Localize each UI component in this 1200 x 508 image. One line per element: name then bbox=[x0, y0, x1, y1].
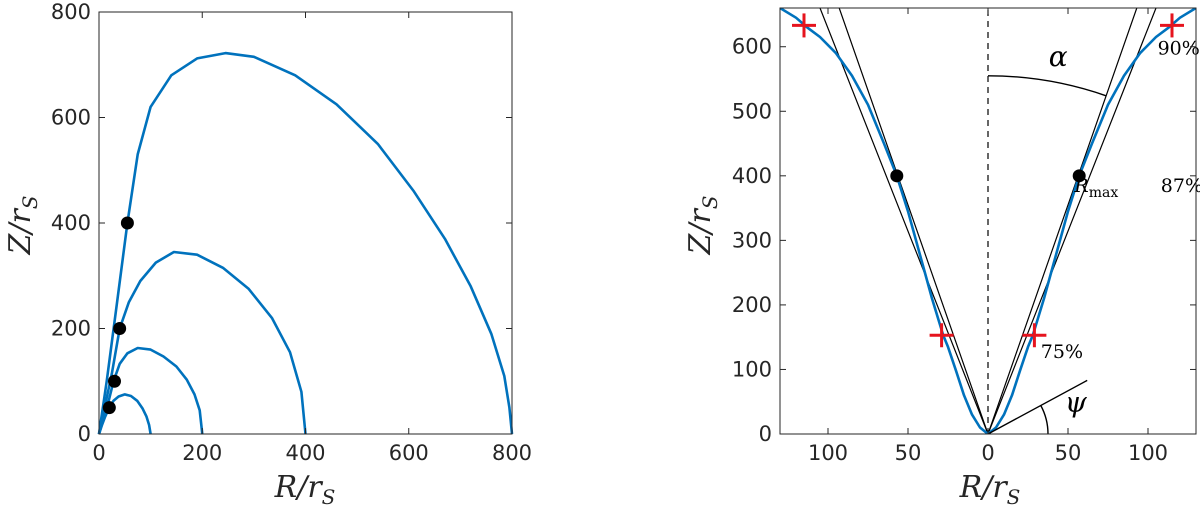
annotation-label: 87% bbox=[1161, 175, 1200, 197]
right-ytick-label: 400 bbox=[732, 164, 772, 188]
reference-line bbox=[987, 8, 1157, 434]
left-x-axis-label: R/rS bbox=[274, 470, 336, 508]
left-ytick-label: 0 bbox=[78, 422, 91, 446]
right-ytick-label: 0 bbox=[759, 422, 772, 446]
annotation-text: R bbox=[1073, 175, 1088, 197]
left-axes-box bbox=[98, 11, 513, 435]
left-series-3 bbox=[97, 250, 307, 435]
left-marker-dot bbox=[120, 216, 134, 230]
right-series-funnel bbox=[780, 8, 1196, 434]
psi-line bbox=[987, 379, 1088, 434]
right-y-axis-label: Z/rS bbox=[683, 196, 722, 256]
right-xtick-label: 50 bbox=[1055, 441, 1082, 465]
left-xtick-label: 800 bbox=[492, 441, 532, 465]
right-ytick-label: 100 bbox=[732, 357, 772, 381]
right-ytick-label: 600 bbox=[732, 35, 772, 59]
right-plot-area bbox=[780, 8, 1196, 434]
right-y-axis-label-sub: S bbox=[698, 196, 722, 210]
psi-arc bbox=[1040, 405, 1049, 434]
reference-line bbox=[819, 8, 989, 434]
left-x-axis-label-main: R/r bbox=[274, 470, 324, 505]
left-xtick-label: 200 bbox=[182, 441, 222, 465]
annotation-label: 75% bbox=[1041, 341, 1083, 363]
right-x-axis-label-sub: S bbox=[1007, 485, 1021, 508]
annotation-sub: max bbox=[1089, 185, 1119, 201]
annotation-text: 87% bbox=[1161, 175, 1200, 197]
left-marker-dot bbox=[107, 374, 121, 388]
right-xtick-label: 50 bbox=[895, 441, 922, 465]
left-xtick-label: 400 bbox=[285, 441, 325, 465]
left-x-axis-label-sub: S bbox=[322, 485, 336, 508]
annotation-text: 90% bbox=[1158, 37, 1200, 59]
right-marker-dot bbox=[1072, 169, 1086, 183]
left-ytick-label: 600 bbox=[51, 106, 91, 130]
alpha-arc bbox=[987, 75, 1107, 97]
psi-label: ψ bbox=[1065, 385, 1088, 418]
right-x-axis-label-main: R/r bbox=[959, 470, 1009, 505]
left-marker-dot bbox=[113, 322, 127, 335]
left-y-axis-label-sub: S bbox=[18, 196, 42, 210]
right-y-axis-label-main: Z/r bbox=[683, 208, 718, 256]
annotation-text: α bbox=[1049, 40, 1068, 73]
left-y-axis-label: Z/rS bbox=[3, 196, 42, 256]
right-xtick-label: 100 bbox=[1128, 441, 1168, 465]
right-xtick-label: 100 bbox=[808, 441, 848, 465]
reference-line bbox=[838, 8, 989, 434]
left-xtick-label: 600 bbox=[389, 441, 429, 465]
left-xtick-label: 0 bbox=[92, 441, 105, 465]
annotation-label: 90% bbox=[1158, 37, 1200, 59]
alpha-label: α bbox=[1049, 40, 1068, 73]
right-ytick-label: 200 bbox=[732, 293, 772, 317]
left-ytick-label: 200 bbox=[51, 317, 91, 341]
right-ytick-label: 300 bbox=[732, 228, 772, 252]
right-xtick-label: 0 bbox=[981, 441, 994, 465]
annotation-text: ψ bbox=[1065, 385, 1088, 418]
left-series-4 bbox=[97, 51, 514, 435]
left-y-axis-label-main: Z/r bbox=[3, 208, 38, 256]
right-marker-dot bbox=[890, 169, 904, 183]
right-x-axis-label: R/rS bbox=[959, 470, 1021, 508]
left-ytick-label: 800 bbox=[51, 0, 91, 24]
left-marker-dot bbox=[102, 401, 116, 415]
annotation-text: 75% bbox=[1041, 341, 1083, 363]
left-ytick-label: 400 bbox=[51, 211, 91, 235]
reference-line bbox=[987, 8, 1138, 434]
right-ytick-label: 500 bbox=[732, 99, 772, 123]
left-series-2 bbox=[97, 346, 204, 435]
annotation-label: Rmax bbox=[1073, 175, 1118, 201]
